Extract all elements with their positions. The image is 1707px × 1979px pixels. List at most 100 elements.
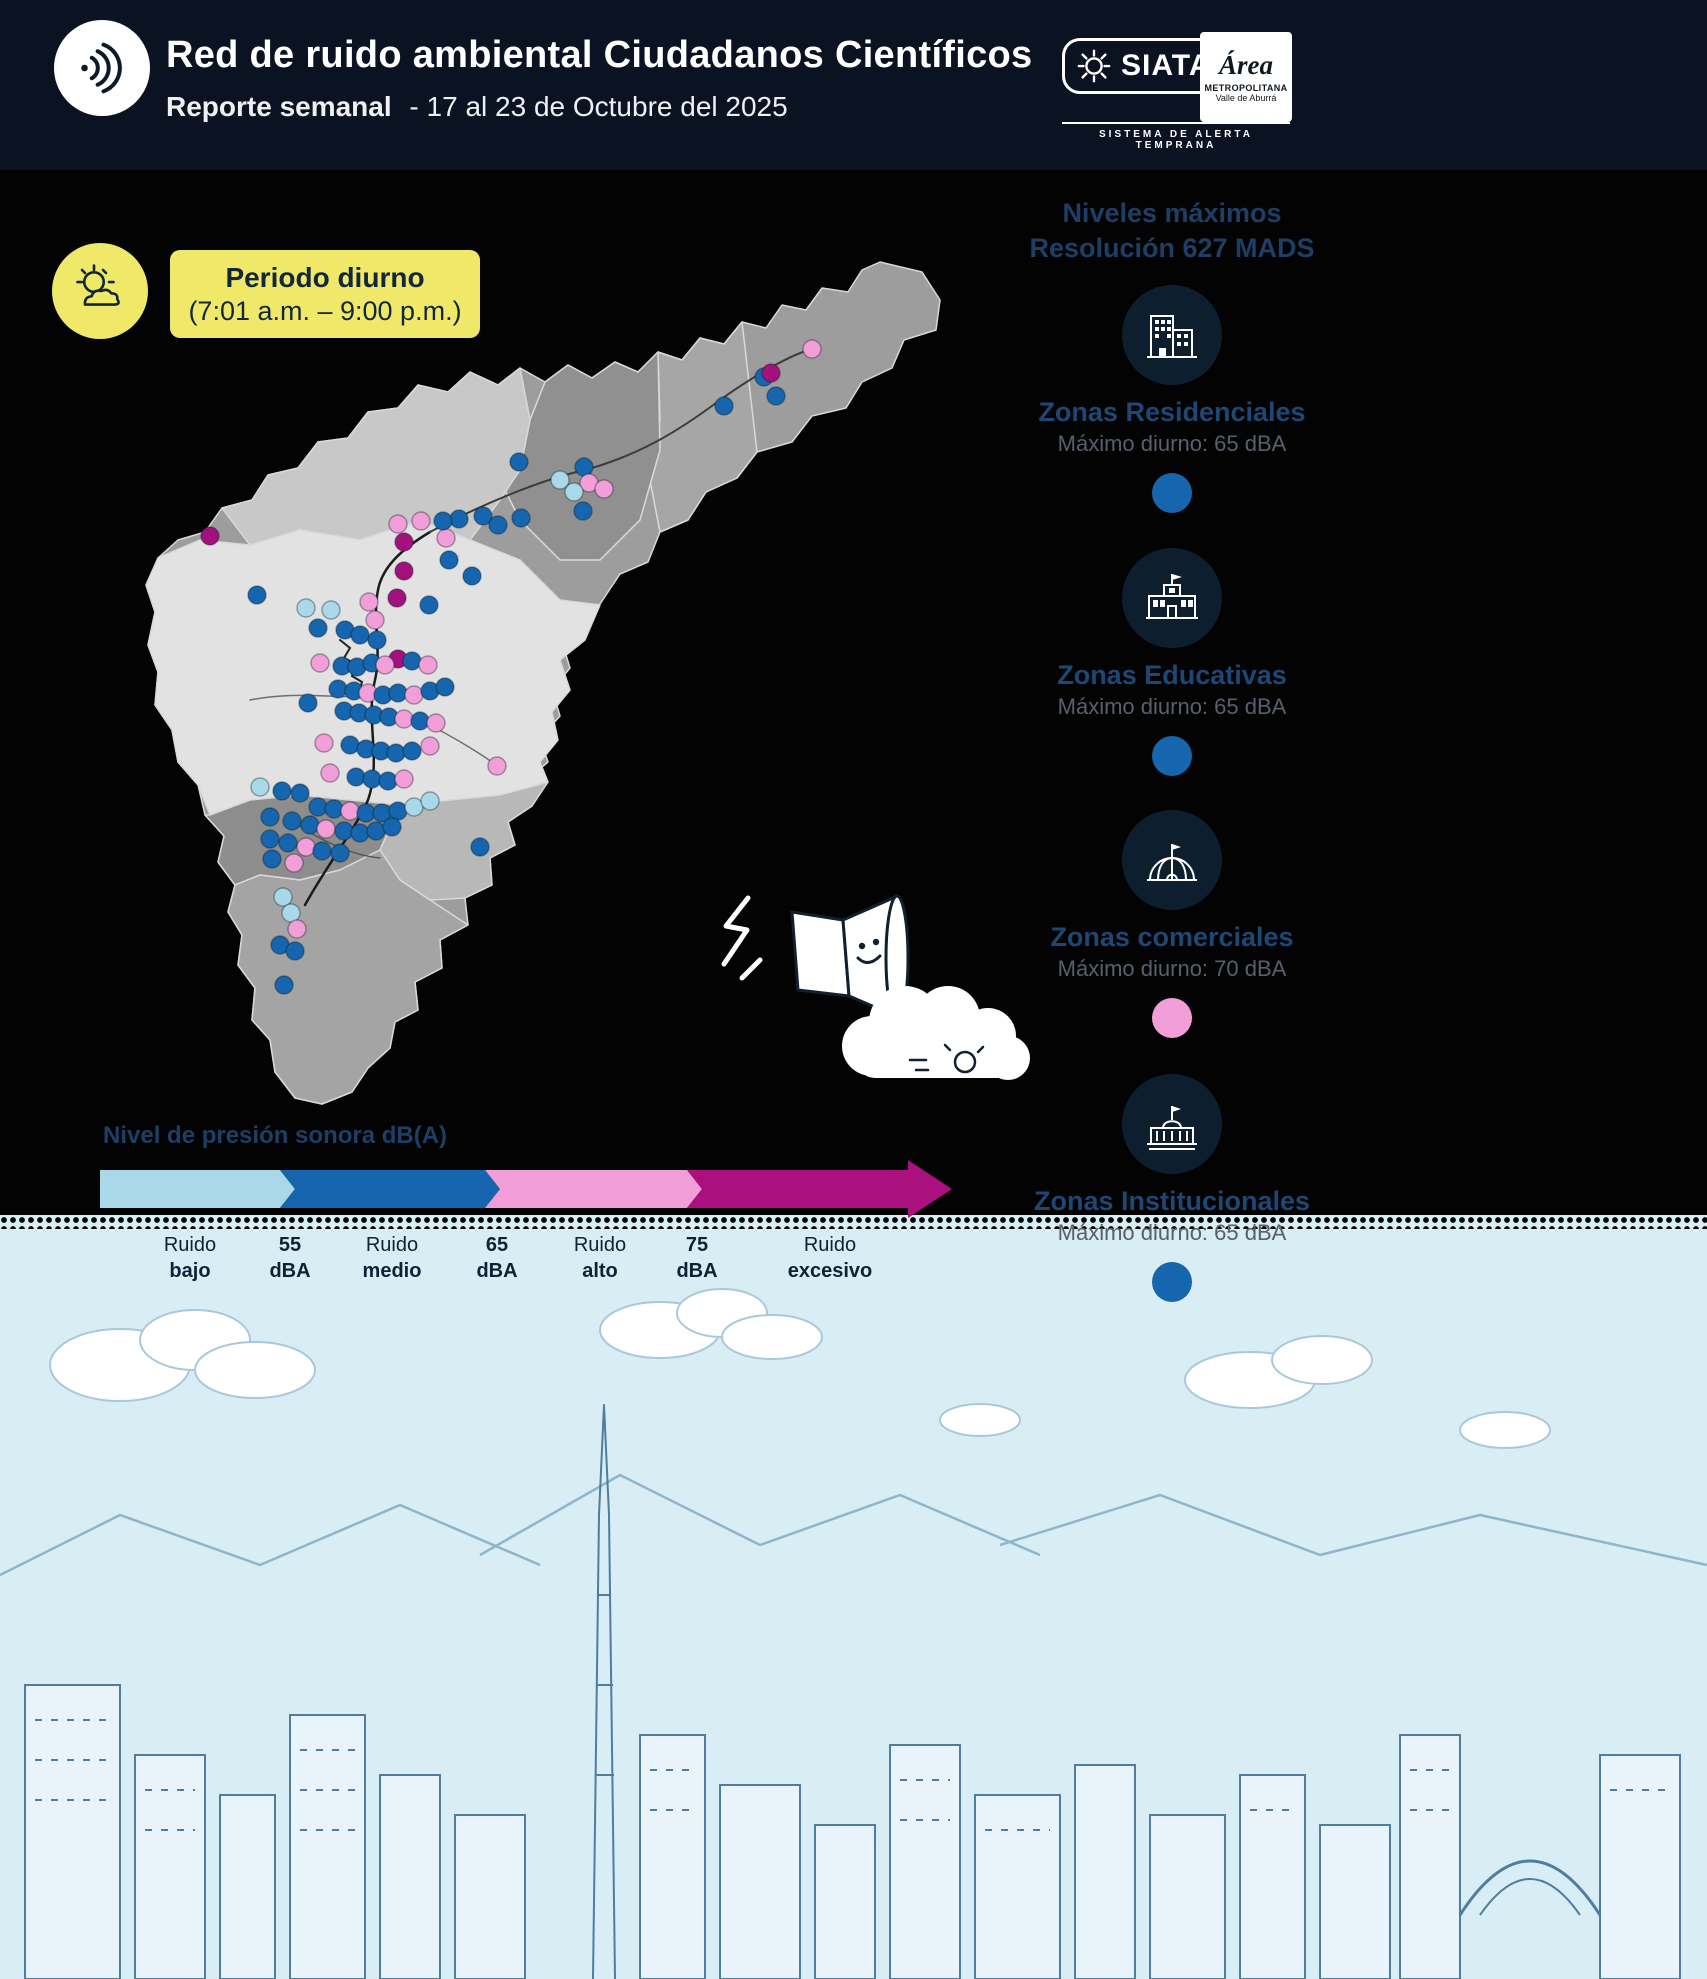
zone-level-dot xyxy=(1152,736,1192,776)
report-subtitle: Reporte semanal - 17 al 23 de Octubre de… xyxy=(166,91,1033,123)
noise-station-dot xyxy=(766,386,786,406)
sun-cloud-icon xyxy=(52,243,148,339)
noise-station-dot xyxy=(488,515,508,535)
commercial-building-icon xyxy=(1122,810,1222,910)
noise-station-dot xyxy=(372,803,392,823)
period-badge: Periodo diurno (7:01 a.m. – 9:00 p.m.) xyxy=(170,250,480,338)
scale-segment-excesivo xyxy=(687,1160,952,1218)
amva-logo: Área METROPOLITANA Valle de Aburrá xyxy=(1200,32,1292,122)
municipality-itagui xyxy=(204,794,401,886)
school-building-icon xyxy=(1122,548,1222,648)
noise-station-dot xyxy=(365,610,385,630)
noise-station-dot xyxy=(340,735,360,755)
noise-station-dot xyxy=(260,829,280,849)
noise-station-dot xyxy=(250,777,270,797)
noise-station-dot xyxy=(316,819,336,839)
noise-station-dot xyxy=(310,653,330,673)
noise-station-dot xyxy=(378,771,398,791)
halftone-edge xyxy=(0,1215,1707,1229)
noise-station-dot xyxy=(328,679,348,699)
sun-icon xyxy=(1077,49,1111,83)
noise-station-dot xyxy=(247,585,267,605)
noise-station-dot xyxy=(344,681,364,701)
noise-station-dot xyxy=(435,677,455,697)
header-title-block: Red de ruido ambiental Ciudadanos Cientí… xyxy=(166,34,1033,123)
zone-max: Máximo diurno: 65 dBA xyxy=(1057,431,1287,456)
legend-threshold-75: 75 dBA xyxy=(676,1234,718,1282)
noise-station-dot xyxy=(382,817,402,837)
noise-station-dot xyxy=(260,807,280,827)
scale-segment-medio xyxy=(280,1170,500,1208)
noise-station-dot xyxy=(379,707,399,727)
noise-station-dot xyxy=(426,713,446,733)
noise-station-dot xyxy=(411,511,431,531)
megaphone-body xyxy=(790,910,851,998)
noise-station-dot xyxy=(362,653,382,673)
noise-station-dot xyxy=(402,741,422,761)
noise-station-dot xyxy=(200,526,220,546)
residential-building-icon xyxy=(1122,285,1222,385)
municipality-girardota xyxy=(647,321,758,533)
noise-station-dot xyxy=(436,528,456,548)
siata-name: SIATA xyxy=(1121,49,1212,82)
noise-station-dot xyxy=(262,849,282,869)
noise-station-dot xyxy=(419,595,439,615)
noise-scale-bar xyxy=(100,1160,952,1218)
scale-segment-alto xyxy=(485,1170,702,1208)
zone-max: Máximo diurno: 70 dBA xyxy=(1057,956,1287,981)
zone-name: Zonas Institucionales xyxy=(1033,1186,1311,1216)
zone-name: Zonas comerciales xyxy=(1050,922,1294,952)
noise-station-dot xyxy=(367,630,387,650)
noise-station-dot xyxy=(350,625,370,645)
noise-station-dot xyxy=(364,705,384,725)
noise-station-dot xyxy=(330,843,350,863)
noise-station-dot xyxy=(433,511,453,531)
max-levels-line2: Resolución 627 MADS xyxy=(1029,233,1315,264)
municipality-copacabana xyxy=(504,351,661,561)
noise-station-dot xyxy=(487,756,507,776)
noise-station-dot xyxy=(394,532,414,552)
noise-station-dot xyxy=(449,509,469,529)
noise-station-dot xyxy=(387,588,407,608)
city-skyline-illustration xyxy=(0,1288,1707,1979)
noise-station-dot xyxy=(356,739,376,759)
noise-station-dot xyxy=(564,482,584,502)
noise-station-dot xyxy=(300,815,320,835)
noise-station-dot xyxy=(394,709,414,729)
noise-station-dot xyxy=(308,797,328,817)
zone-level-dot xyxy=(1152,1262,1192,1302)
noise-station-dot xyxy=(308,618,328,638)
megaphone-illustration xyxy=(721,894,1030,1080)
noise-station-dot xyxy=(287,919,307,939)
zone-max: Máximo diurno: 65 dBA xyxy=(1057,1220,1287,1245)
lightning-icon xyxy=(721,895,751,967)
noise-station-dot xyxy=(375,655,395,675)
report-dates: - 17 al 23 de Octubre del 2025 xyxy=(409,91,788,122)
noise-station-dot xyxy=(358,683,378,703)
noise-station-dot xyxy=(332,656,352,676)
noise-station-dot xyxy=(388,514,408,534)
cloud-doodle xyxy=(908,1043,985,1074)
noise-station-dot xyxy=(281,903,301,923)
zone-name: Zonas Educativas xyxy=(1057,660,1287,690)
noise-station-dot xyxy=(362,769,382,789)
scale-segment-bajo xyxy=(100,1170,295,1208)
amva-script: Área xyxy=(1219,49,1273,80)
noise-station-dot xyxy=(373,685,393,705)
noise-station-dot xyxy=(579,473,599,493)
noise-station-dot xyxy=(470,837,490,857)
zone-level-dot xyxy=(1152,473,1192,513)
noise-station-dot xyxy=(359,592,379,612)
page-title: Red de ruido ambiental Ciudadanos Cientí… xyxy=(166,34,1033,76)
noise-station-dot xyxy=(439,550,459,570)
municipality-envigado xyxy=(379,781,549,901)
noise-station-dot xyxy=(574,457,594,477)
smile-icon xyxy=(856,954,882,964)
road-network xyxy=(249,348,813,907)
noise-station-dot xyxy=(312,841,332,861)
legend-label-excesivo: Ruido excesivo xyxy=(787,1234,873,1282)
noise-station-dot xyxy=(388,649,408,669)
noise-station-dot xyxy=(324,799,344,819)
zone-institutional: Zonas Institucionales Máximo diurno: 65 … xyxy=(1022,1074,1322,1302)
noise-station-dot xyxy=(282,811,302,831)
